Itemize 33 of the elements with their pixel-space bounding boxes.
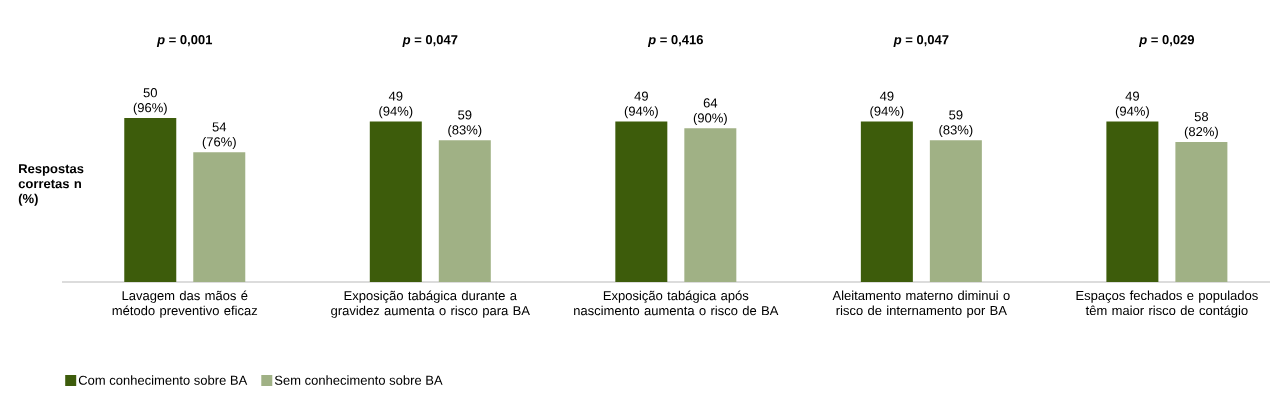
legend-label: Com conhecimento sobre BA <box>78 375 248 385</box>
bar <box>1175 141 1228 282</box>
y-axis-title: Respostas corretas n (%) <box>18 164 84 206</box>
data-label: 64 (90%) <box>693 98 727 126</box>
text: p = 0,001 <box>156 35 213 47</box>
bar <box>193 152 246 282</box>
bar <box>684 128 737 282</box>
x-tick-label: Aleitamento materno diminui o risco de internamento por BA <box>832 290 1010 318</box>
x-tick-label: Lavagem das mãos é método preventivo eficaz <box>112 290 258 318</box>
bar <box>929 140 982 282</box>
bar <box>615 121 668 282</box>
text: p = 0,029 <box>1138 35 1195 47</box>
data-label: 54 (76%) <box>202 122 236 150</box>
bar <box>369 121 422 282</box>
text: p = 0,416 <box>647 35 703 47</box>
data-label: 50 (96%) <box>133 88 167 115</box>
bar <box>860 121 913 282</box>
data-label: 49 (94%) <box>1115 91 1149 119</box>
text: p = 0,047 <box>893 35 949 47</box>
bar <box>438 140 491 282</box>
data-label: 59 (83%) <box>939 110 973 138</box>
text: p = 0,047 <box>402 35 458 47</box>
data-label: 49 (94%) <box>379 91 413 119</box>
data-label: 58 (82%) <box>1184 112 1218 139</box>
data-label: 49 (94%) <box>870 91 904 119</box>
x-tick-label: Exposição tabágica durante a gravidez aumenta o risco para BA <box>331 290 530 318</box>
x-tick-label: Espaços fechados e populados têm maior risco de contágio <box>1076 290 1258 318</box>
data-label: 49 (94%) <box>624 91 658 119</box>
data-label: 59 (83%) <box>448 110 482 138</box>
legend-label: Sem conhecimento sobre BA <box>274 375 443 385</box>
bar <box>124 118 177 282</box>
x-tick-label: Exposição tabágica após nascimento aumenta o risco de BA <box>574 290 779 316</box>
bar <box>1106 121 1159 282</box>
